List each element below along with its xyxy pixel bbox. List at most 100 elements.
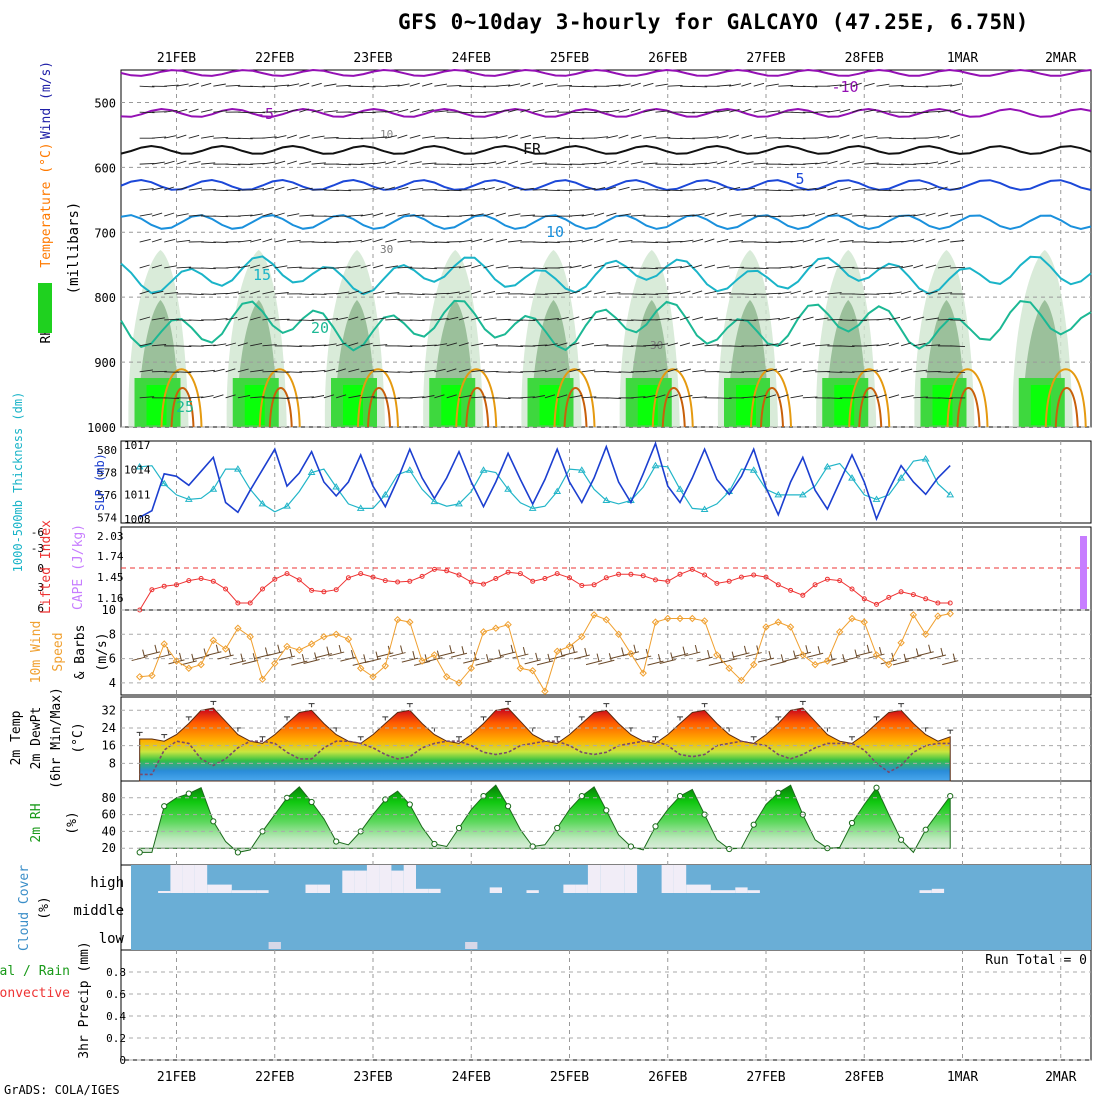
wind-barb-10m bbox=[537, 661, 553, 665]
pressure-tick: 900 bbox=[94, 356, 116, 370]
temp-tick: 16 bbox=[102, 739, 116, 753]
wind-barb bbox=[582, 343, 594, 345]
ylabel-wind10m-d: (m/s) bbox=[95, 632, 110, 671]
wind-barb bbox=[533, 136, 546, 138]
wind-barb bbox=[275, 85, 289, 86]
wind-barb-10m-flag bbox=[585, 648, 587, 656]
wind-barb bbox=[508, 187, 519, 190]
wind-barb-10m-flag bbox=[241, 654, 243, 662]
wind-barb bbox=[631, 135, 641, 138]
wind-barb bbox=[606, 239, 617, 242]
wind-barb bbox=[815, 265, 825, 268]
isotherm-line bbox=[121, 180, 1091, 190]
wind-barb-10m-flag bbox=[511, 645, 513, 653]
temp-tick: 32 bbox=[102, 703, 116, 717]
rh-point bbox=[456, 825, 461, 830]
wind-barb bbox=[299, 162, 311, 165]
cape-tick: 2.03 bbox=[97, 530, 124, 543]
pressure-tick: 700 bbox=[94, 226, 116, 240]
wind-barb-10m-flag bbox=[413, 651, 415, 659]
cloud-high-bar bbox=[158, 891, 170, 893]
rh-point bbox=[874, 785, 879, 790]
wind-barb-10m-flag bbox=[806, 645, 808, 653]
wind-barb bbox=[508, 240, 522, 242]
wind-barb bbox=[901, 369, 912, 372]
wind-barb bbox=[324, 84, 337, 86]
wind-barb bbox=[901, 291, 911, 294]
wind-barb bbox=[177, 109, 188, 112]
isotherm-line bbox=[121, 215, 1091, 229]
wind-barb-10m-flag bbox=[302, 654, 304, 662]
ylabel-rh-swatch bbox=[38, 283, 52, 333]
rh-point bbox=[211, 819, 216, 824]
wind-barb bbox=[385, 239, 396, 242]
ylabel-temperature: Temperature (°C) bbox=[39, 142, 54, 267]
date-label-top: 28FEB bbox=[845, 51, 884, 66]
wind-barb bbox=[717, 293, 731, 294]
wind-barb-10m bbox=[512, 654, 528, 658]
slp-tick: 1008 bbox=[124, 513, 151, 526]
wind-barb-10m-flag bbox=[929, 645, 931, 653]
cloud-high-bar bbox=[404, 865, 416, 893]
wind-barb bbox=[631, 162, 643, 164]
wind-barb bbox=[177, 214, 189, 216]
wind-barb bbox=[189, 109, 199, 112]
wind-barb bbox=[864, 163, 878, 164]
wind-barb bbox=[692, 370, 705, 372]
rh-point bbox=[506, 804, 511, 809]
cloud-high-bar bbox=[256, 890, 268, 893]
wind-barb bbox=[312, 370, 326, 372]
wind-barb bbox=[152, 239, 162, 242]
wind-barb bbox=[631, 109, 641, 112]
wind-barb bbox=[496, 85, 510, 86]
wind-barb bbox=[164, 239, 175, 242]
isotherm-line bbox=[121, 146, 1091, 154]
temp-tick: 24 bbox=[102, 721, 116, 735]
cloud-high-bar bbox=[662, 865, 674, 893]
date-label-top: 24FEB bbox=[452, 51, 491, 66]
wind-barb bbox=[238, 240, 251, 242]
cloud-high-bar bbox=[490, 887, 502, 893]
wind-barb bbox=[189, 135, 199, 138]
wind-barb-10m bbox=[340, 657, 356, 661]
wind-barb bbox=[164, 161, 174, 164]
precip-tick: 0.4 bbox=[106, 1010, 126, 1023]
ylabel-slp: SLP (mb) bbox=[93, 453, 107, 511]
date-label-top: 22FEB bbox=[255, 51, 294, 66]
wind-barb bbox=[410, 135, 420, 138]
wind-barb bbox=[361, 189, 375, 191]
wind-barb bbox=[741, 109, 751, 112]
wind-barb bbox=[717, 136, 728, 139]
wind-barb-10m-flag bbox=[339, 645, 341, 653]
run-total-label: Run Total = 0 bbox=[985, 953, 1087, 968]
rh-point bbox=[849, 820, 854, 825]
wind-barb bbox=[680, 369, 691, 372]
wind-barb-10m-flag bbox=[953, 654, 955, 662]
rh-point bbox=[555, 825, 560, 830]
wind-barb bbox=[705, 345, 719, 346]
cloud-high-bar bbox=[416, 889, 428, 893]
thickness-tick: 574 bbox=[97, 511, 117, 524]
wind-barb bbox=[484, 291, 495, 294]
cloud-high-bar bbox=[379, 865, 391, 893]
wind-barb bbox=[385, 85, 399, 86]
series-line-thickness bbox=[140, 459, 951, 512]
isotherm-label: 25 bbox=[176, 398, 194, 416]
wind-barb bbox=[324, 111, 338, 112]
cloud-high-bar bbox=[232, 890, 244, 893]
cloud-high-bar bbox=[220, 885, 232, 893]
cloud-level-middle: middle bbox=[73, 903, 124, 919]
wind-barb bbox=[177, 161, 187, 164]
cape-tick: 1.45 bbox=[97, 571, 124, 584]
wind-barb bbox=[692, 344, 704, 346]
wind-barb bbox=[741, 83, 751, 86]
wind-barb bbox=[496, 187, 506, 190]
wind-barb bbox=[373, 265, 383, 268]
wind-barb bbox=[201, 136, 214, 138]
wind-barb bbox=[189, 83, 199, 86]
date-label-bottom: 26FEB bbox=[648, 1070, 687, 1085]
wind-barb-10m-flag bbox=[573, 645, 575, 653]
wind-barb bbox=[250, 239, 261, 242]
ylabel-millibars: (millibars) bbox=[66, 202, 82, 295]
wind-barb bbox=[827, 187, 837, 190]
